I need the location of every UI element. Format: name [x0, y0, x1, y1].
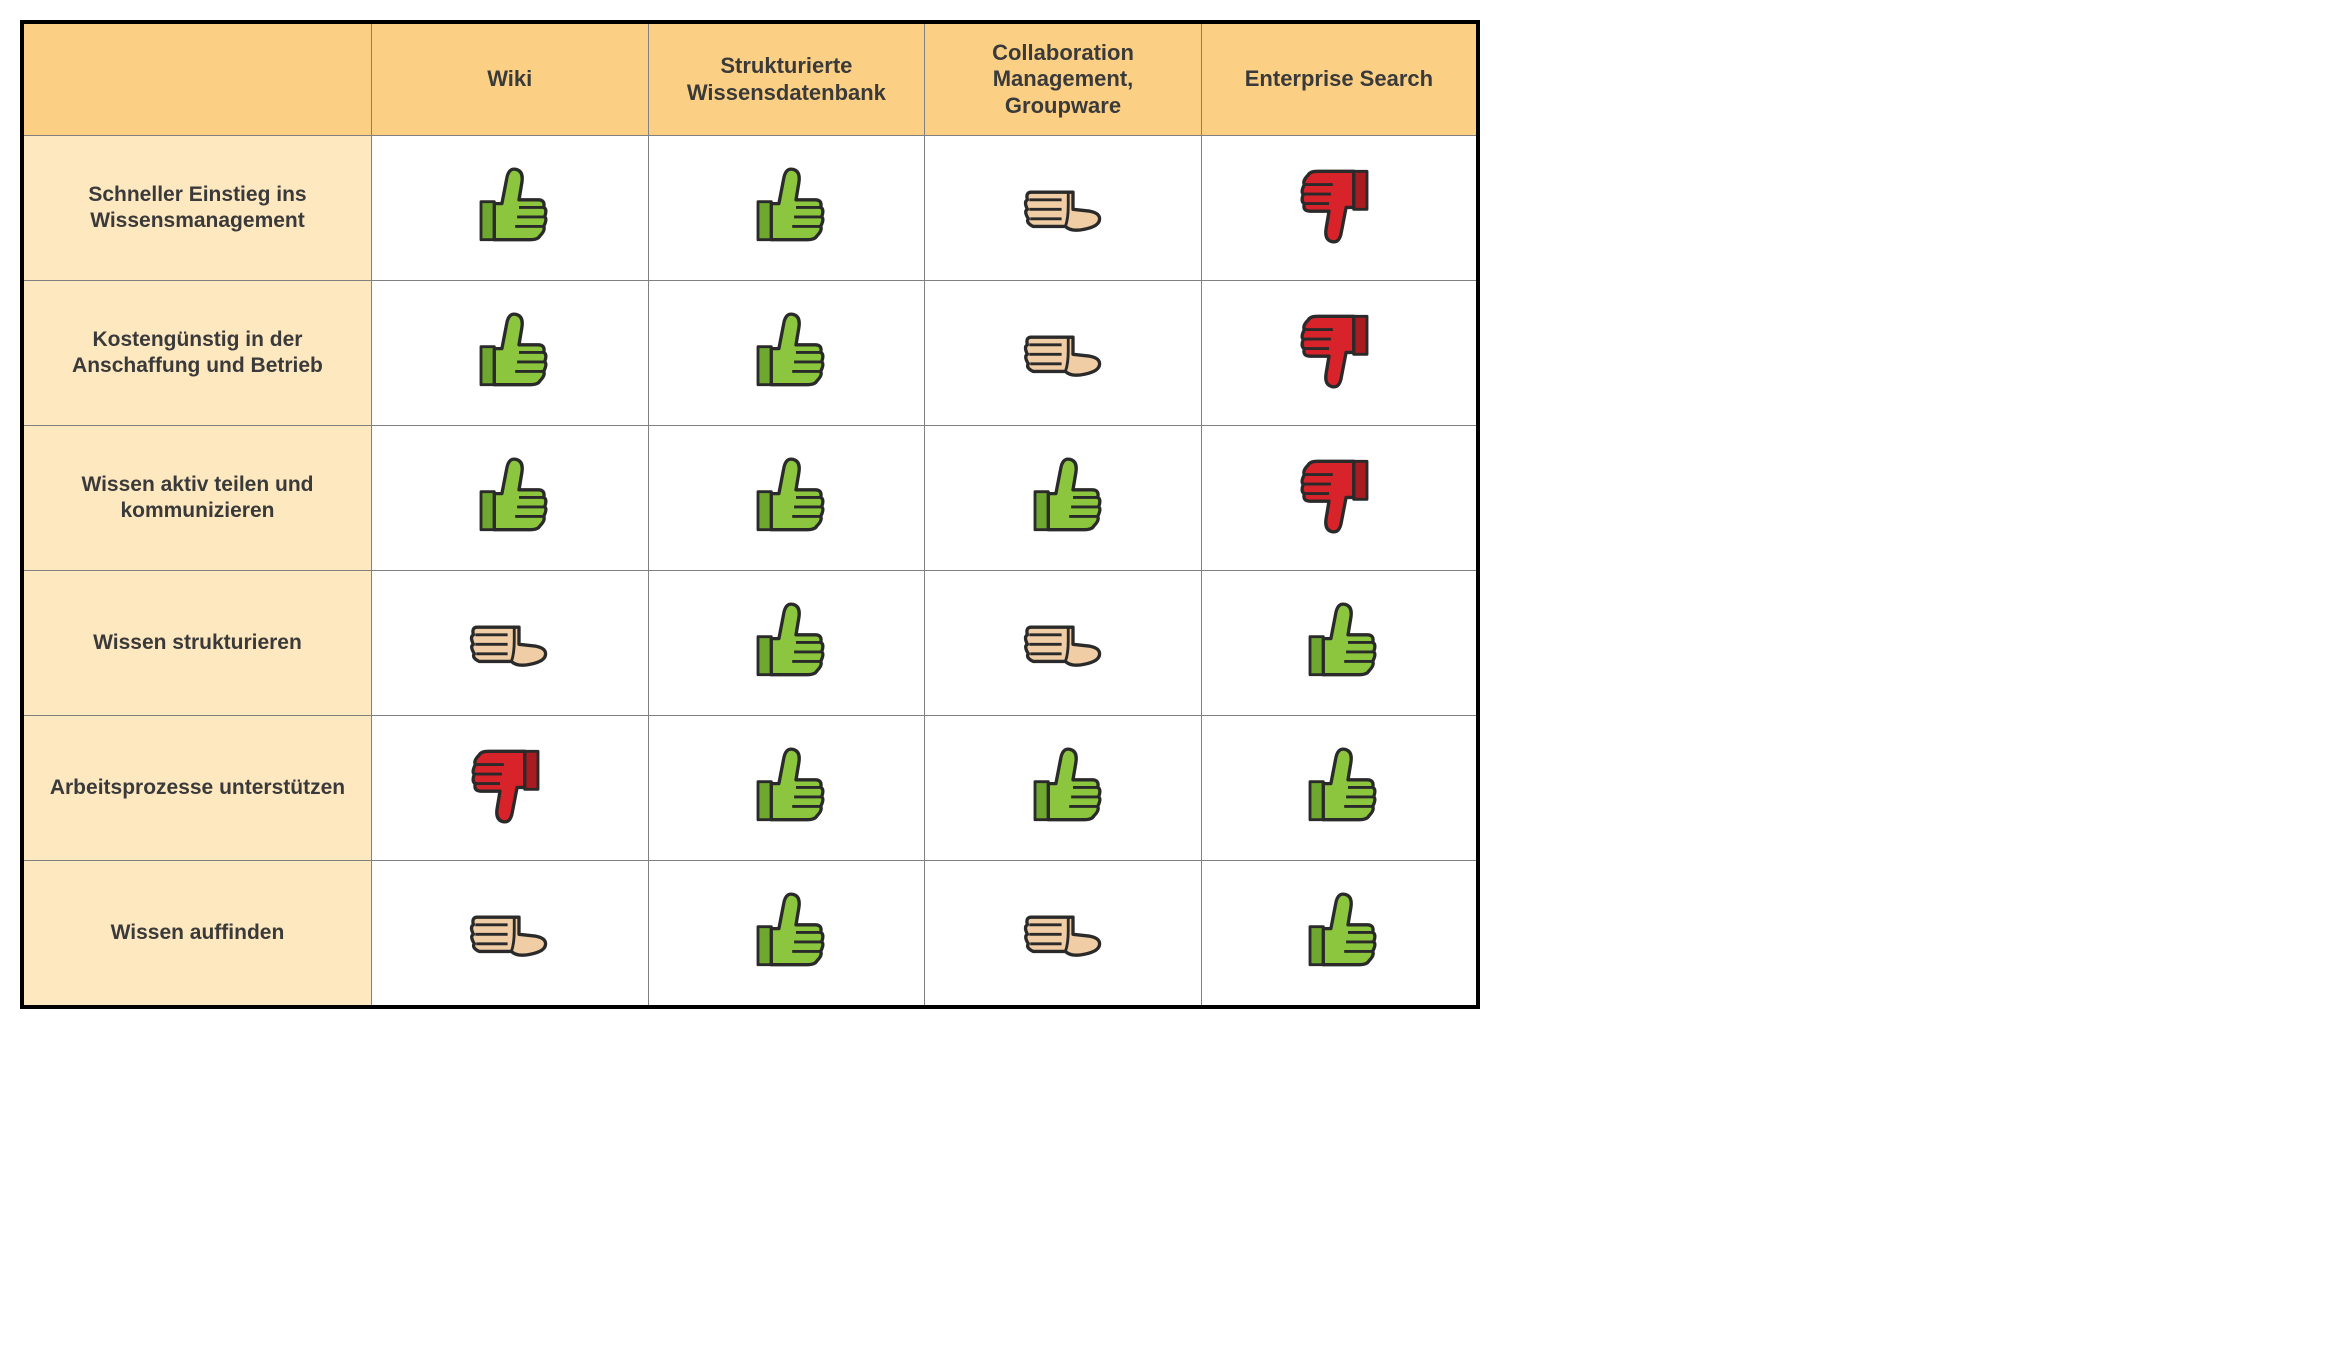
thumb-side-icon	[1016, 158, 1111, 253]
rating-cell	[648, 571, 925, 716]
rating-cell	[925, 716, 1202, 861]
rating-cell	[1201, 716, 1478, 861]
rating-cell	[648, 426, 925, 571]
row-header-0: Schneller Einstieg ins Wissensmanagement	[22, 136, 371, 281]
thumb-up-icon	[462, 303, 557, 398]
rating-cell	[648, 716, 925, 861]
row-header-5: Wissen auffinden	[22, 861, 371, 1008]
rating-cell	[371, 571, 648, 716]
table-row: Schneller Einstieg ins Wissensmanagement	[22, 136, 1478, 281]
thumb-up-icon	[739, 303, 834, 398]
corner-cell	[22, 22, 371, 136]
rating-cell	[925, 281, 1202, 426]
row-header-2: Wissen aktiv teilen und kommunizieren	[22, 426, 371, 571]
row-header-1: Kostengünstig in der Anschaffung und Bet…	[22, 281, 371, 426]
thumb-up-icon	[739, 158, 834, 253]
table-row: Wissen strukturieren	[22, 571, 1478, 716]
thumb-down-icon	[1291, 158, 1386, 253]
rating-cell	[925, 861, 1202, 1008]
table-body: Schneller Einstieg ins Wissensmanagement…	[22, 136, 1478, 1008]
rating-cell	[925, 426, 1202, 571]
rating-cell	[925, 571, 1202, 716]
thumb-down-icon	[462, 738, 557, 833]
thumb-up-icon	[739, 593, 834, 688]
thumb-side-icon	[1016, 593, 1111, 688]
thumb-down-icon	[1291, 448, 1386, 543]
rating-cell	[1201, 426, 1478, 571]
rating-cell	[648, 861, 925, 1008]
thumb-side-icon	[1016, 883, 1111, 978]
thumb-up-icon	[1016, 448, 1111, 543]
header-row: WikiStrukturierte WissensdatenbankCollab…	[22, 22, 1478, 136]
thumb-up-icon	[462, 448, 557, 543]
thumb-up-icon	[1016, 738, 1111, 833]
rating-cell	[371, 716, 648, 861]
rating-cell	[371, 136, 648, 281]
rating-cell	[1201, 571, 1478, 716]
thumb-up-icon	[462, 158, 557, 253]
thumb-side-icon	[462, 883, 557, 978]
comparison-table: WikiStrukturierte WissensdatenbankCollab…	[20, 20, 1480, 1009]
rating-cell	[371, 426, 648, 571]
rating-cell	[1201, 861, 1478, 1008]
thumb-up-icon	[1291, 883, 1386, 978]
thumb-up-icon	[1291, 593, 1386, 688]
col-header-3: Enterprise Search	[1201, 22, 1478, 136]
thumb-up-icon	[739, 883, 834, 978]
thumb-side-icon	[462, 593, 557, 688]
rating-cell	[925, 136, 1202, 281]
thumb-up-icon	[739, 738, 834, 833]
rating-cell	[1201, 136, 1478, 281]
rating-cell	[648, 136, 925, 281]
col-header-0: Wiki	[371, 22, 648, 136]
row-header-4: Arbeitsprozesse unterstützen	[22, 716, 371, 861]
rating-cell	[648, 281, 925, 426]
thumb-up-icon	[739, 448, 834, 543]
thumb-side-icon	[1016, 303, 1111, 398]
rating-cell	[1201, 281, 1478, 426]
thumb-up-icon	[1291, 738, 1386, 833]
col-header-1: Strukturierte Wissensdatenbank	[648, 22, 925, 136]
row-header-3: Wissen strukturieren	[22, 571, 371, 716]
table-row: Wissen auffinden	[22, 861, 1478, 1008]
rating-cell	[371, 281, 648, 426]
table-row: Arbeitsprozesse unterstützen	[22, 716, 1478, 861]
table-row: Wissen aktiv teilen und kommunizieren	[22, 426, 1478, 571]
table-row: Kostengünstig in der Anschaffung und Bet…	[22, 281, 1478, 426]
thumb-down-icon	[1291, 303, 1386, 398]
rating-cell	[371, 861, 648, 1008]
col-header-2: Collaboration Management, Groupware	[925, 22, 1202, 136]
